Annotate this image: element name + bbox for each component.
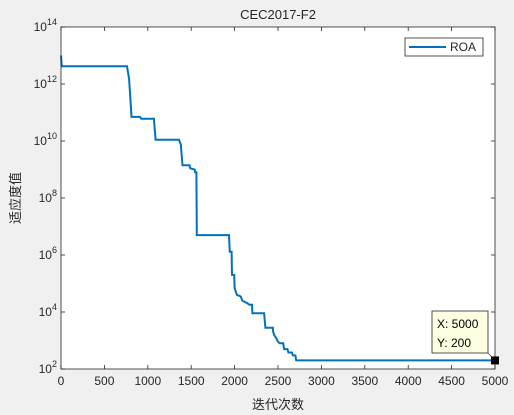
x-tick-label: 2500 <box>265 374 292 388</box>
x-axis-label: 迭代次数 <box>252 397 304 413</box>
x-tick-label: 1000 <box>134 374 161 388</box>
x-tick-label: 500 <box>94 374 114 388</box>
plot-area[interactable] <box>61 27 495 369</box>
y-tick-label: 1010 <box>34 131 57 148</box>
x-tick-label: 3500 <box>351 374 378 388</box>
datatip-box <box>431 310 489 354</box>
y-tick-label: 104 <box>39 302 57 319</box>
y-tick-label: 106 <box>39 245 57 262</box>
y-tick-label: 102 <box>39 359 57 376</box>
x-tick-label: 0 <box>58 374 65 388</box>
y-axis-label: 适应度值 <box>8 172 24 224</box>
ticks-layer: 0 500 1000 1500 2000 2500 3000 3500 4000 4500 5000… <box>34 17 509 388</box>
datatip[interactable]: X: 5000 Y: 200 <box>431 310 499 365</box>
x-tick-label: 5000 <box>482 374 509 388</box>
x-tick-label: 1500 <box>178 374 205 388</box>
chart-title: CEC2017-F2 <box>240 7 316 22</box>
y-tick-label: 108 <box>39 188 57 205</box>
legend-entry-roa: ROA <box>450 40 476 54</box>
x-tick-label: 3000 <box>308 374 335 388</box>
x-tick-label: 4500 <box>438 374 465 388</box>
y-tick-label: 1012 <box>34 74 57 91</box>
series-line-roa[interactable] <box>60 55 495 362</box>
datatip-marker[interactable] <box>491 356 499 365</box>
legend[interactable]: ROA <box>404 37 484 57</box>
x-tick-label: 2000 <box>221 374 248 388</box>
series-layer <box>60 55 495 362</box>
datatip-x-label: X: 5000 <box>437 317 479 331</box>
y-tick-label: 1014 <box>34 17 57 34</box>
datatip-y-label: Y: 200 <box>437 336 471 350</box>
x-tick-label: 4000 <box>395 374 422 388</box>
